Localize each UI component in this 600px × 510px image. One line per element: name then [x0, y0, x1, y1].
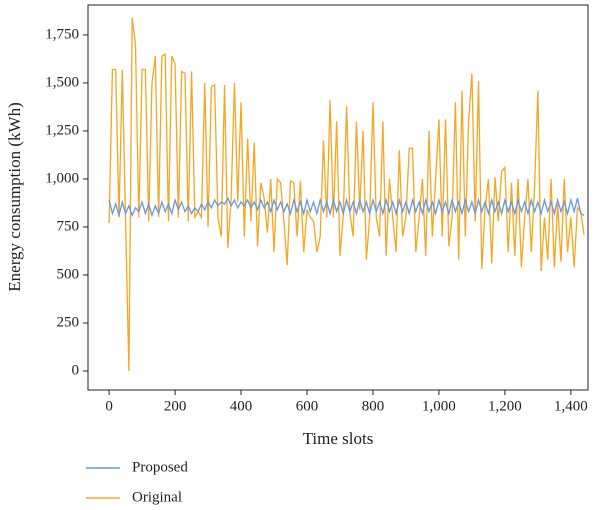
y-axis-label: Energy consumption (kWh) [5, 102, 24, 291]
x-tick-label: 1,200 [488, 398, 522, 414]
y-tick-label: 1,000 [45, 170, 79, 186]
y-tick-label: 1,500 [45, 74, 79, 90]
y-tick-label: 1,750 [45, 26, 79, 42]
line [108, 196, 585, 218]
y-tick-label: 250 [57, 314, 80, 330]
x-tick-label: 0 [105, 398, 113, 414]
x-tick-label: 800 [362, 398, 385, 414]
y-tick-label: 1,250 [45, 122, 79, 138]
y-tick-label: 750 [57, 218, 80, 234]
x-tick-label: 1,400 [554, 398, 588, 414]
x-tick-label: 600 [296, 398, 319, 414]
x-axis-label: Time slots [303, 429, 374, 448]
plot-frame [87, 4, 589, 391]
line [108, 17, 585, 372]
y-tick-label: 500 [57, 266, 80, 282]
y-tick-label: 0 [72, 362, 80, 378]
legend-label: Original [132, 489, 182, 505]
x-tick-label: 400 [230, 398, 253, 414]
x-tick-label: 200 [164, 398, 187, 414]
x-tick-label: 1,000 [422, 398, 456, 414]
legend-label: Proposed [132, 459, 188, 475]
